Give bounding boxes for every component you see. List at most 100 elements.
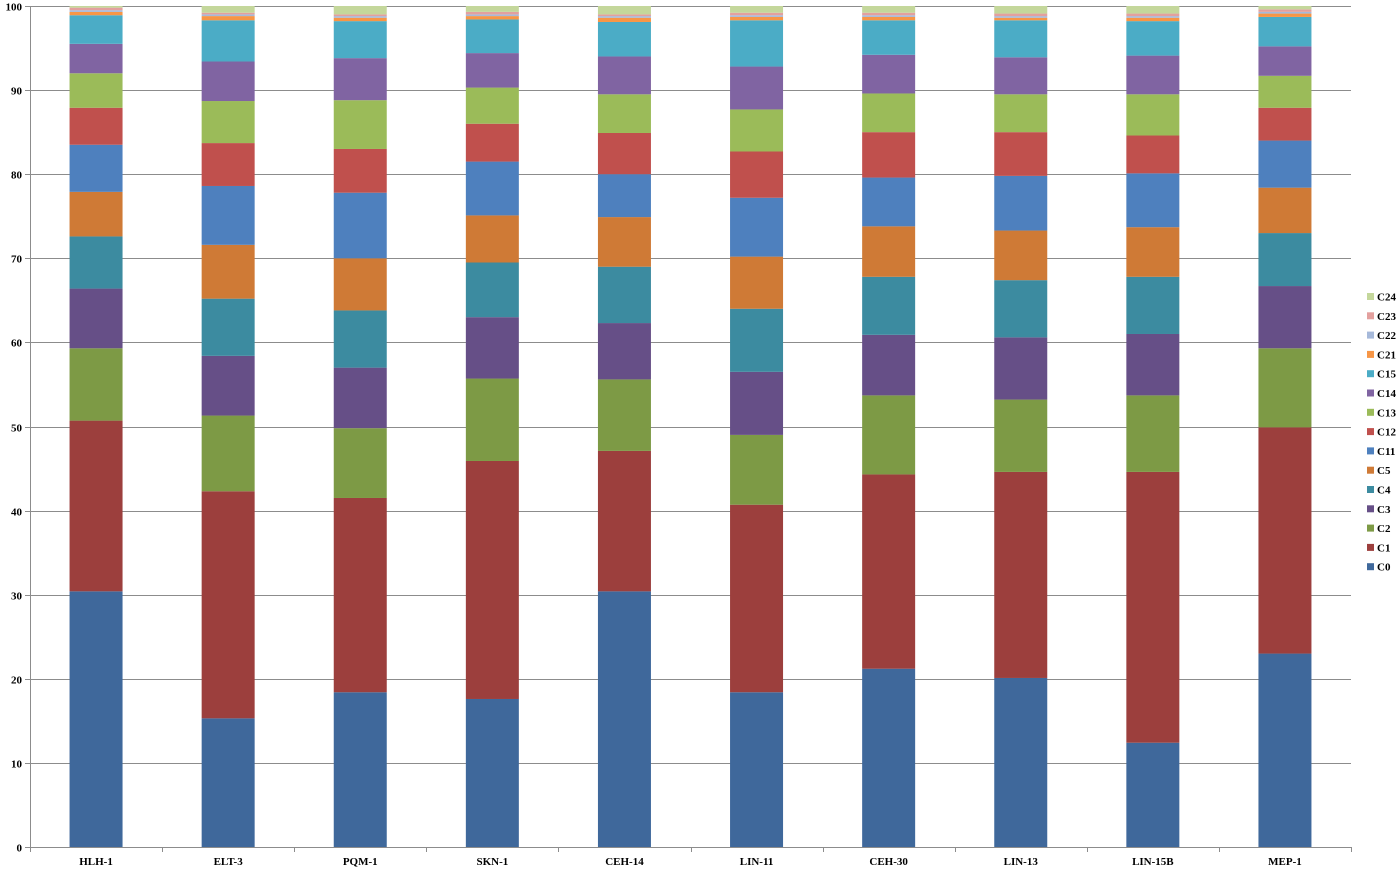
bar-segment-c21: [597, 17, 651, 22]
bar-segment-c2: [862, 395, 916, 475]
bar-segment-c4: [862, 276, 916, 335]
bar-segment-c21: [994, 17, 1048, 21]
bar-segment-c15: [994, 20, 1048, 58]
bar-segment-c1: [333, 497, 387, 693]
bar-segment-c14: [69, 43, 123, 74]
y-tick-label: 10: [11, 759, 23, 771]
bar-segment-c11: [597, 174, 651, 218]
bar-segment-c4: [1126, 276, 1180, 334]
bar-segment-c3: [69, 288, 123, 349]
bar-segment-c22: [1258, 11, 1312, 14]
bar-segment-c13: [730, 109, 784, 152]
legend-swatch: [1367, 486, 1374, 493]
x-tick-label: LIN-13: [1004, 856, 1039, 868]
bar-segment-c4: [465, 262, 519, 318]
bar-segment-c22: [201, 14, 255, 17]
legend-label: C24: [1377, 292, 1396, 304]
bar-segment-c21: [862, 16, 916, 21]
bar-segment-c14: [333, 58, 387, 101]
bar-segment-c4: [994, 280, 1048, 338]
bar-segment-c4: [730, 308, 784, 372]
x-tick-label: CEH-14: [605, 856, 644, 868]
bar-segment-c22: [465, 14, 519, 17]
legend-label: C22: [1377, 330, 1396, 342]
legend-swatch: [1367, 524, 1374, 532]
bar-segment-c0: [994, 677, 1048, 847]
bar-segment-c13: [333, 100, 387, 149]
bar-segment-c3: [1258, 286, 1312, 349]
bar-segment-c4: [1258, 233, 1312, 287]
bar-stack-hlh-1: [69, 6, 123, 847]
bar-segment-c15: [465, 19, 519, 54]
bar-segment-c4: [69, 236, 123, 289]
bar-segment-c11: [1258, 140, 1312, 188]
bar-segment-c11: [333, 192, 387, 259]
bar-segment-c23: [1258, 9, 1312, 12]
bar-segment-c21: [1258, 13, 1312, 17]
legend-item-c0: C0: [1367, 562, 1391, 574]
bar-segment-c23: [201, 12, 255, 15]
bar-segment-c0: [730, 692, 784, 847]
bar-stack-lin-13: [994, 6, 1048, 847]
bar-segment-c11: [862, 177, 916, 227]
bar-segment-c13: [862, 93, 916, 133]
legend-swatch: [1367, 331, 1374, 339]
y-tick-label: 30: [11, 591, 23, 603]
bar-segment-c15: [597, 21, 651, 57]
bar-segment-c22: [597, 16, 651, 18]
bar-segment-c2: [69, 348, 123, 421]
bar-segment-c2: [730, 434, 784, 505]
bar-segment-c22: [862, 15, 916, 17]
legend-label: C14: [1377, 388, 1396, 400]
bar-segment-c22: [730, 15, 784, 17]
bar-segment-c21: [730, 16, 784, 21]
legend-item-c11: C11: [1367, 446, 1395, 458]
axes: [25, 6, 1352, 852]
legend-label: C3: [1377, 504, 1391, 516]
bar-segment-c3: [465, 317, 519, 379]
x-tick-label: ELT-3: [214, 856, 244, 868]
legend-swatch: [1367, 293, 1374, 300]
bar-segment-c4: [201, 298, 255, 356]
bar-segment-c23: [333, 14, 387, 17]
bar-segment-c11: [69, 144, 123, 192]
x-tick-label: MEP-1: [1268, 856, 1302, 868]
x-tick-label: SKN-1: [476, 856, 508, 868]
legend-swatch: [1367, 505, 1374, 513]
legend-swatch: [1367, 543, 1374, 551]
bar-segment-c14: [1258, 46, 1312, 76]
y-tick-label: 40: [11, 507, 23, 519]
bar-segment-c14: [597, 56, 651, 95]
legend-swatch: [1367, 563, 1374, 571]
bar-segment-c3: [333, 367, 387, 429]
bar-stack-mep-1: [1258, 6, 1312, 847]
bar-segment-c5: [69, 191, 123, 237]
bar-segment-c12: [465, 123, 519, 162]
legend-label: C21: [1377, 349, 1396, 361]
legend-label: C4: [1377, 485, 1391, 497]
bar-segment-c14: [730, 66, 784, 110]
bar-segment-c24: [994, 6, 1048, 14]
bar-segment-c15: [333, 21, 387, 59]
legend-item-c12: C12: [1367, 427, 1396, 439]
legend-label: C1: [1377, 542, 1390, 554]
legend-label: C12: [1377, 427, 1396, 439]
bar-segment-c5: [994, 230, 1048, 281]
legend-label: C2: [1377, 523, 1391, 535]
bar-segment-c5: [862, 226, 916, 277]
bar-segment-c12: [69, 107, 123, 145]
legend-item-c4: C4: [1367, 485, 1391, 497]
y-tick-label: 70: [11, 254, 23, 266]
bar-segment-c3: [994, 337, 1048, 400]
bar-segment-c21: [333, 17, 387, 22]
bar-segment-c11: [1126, 173, 1180, 228]
x-tick-label: PQM-1: [343, 856, 378, 868]
bar-segment-c15: [1126, 21, 1180, 56]
y-tick-label: 20: [11, 675, 23, 687]
legend-swatch: [1367, 312, 1374, 320]
bar-segment-c13: [1126, 94, 1180, 136]
bar-segment-c23: [730, 12, 784, 16]
bar-segment-c1: [465, 460, 519, 699]
legend-label: C23: [1377, 311, 1396, 323]
